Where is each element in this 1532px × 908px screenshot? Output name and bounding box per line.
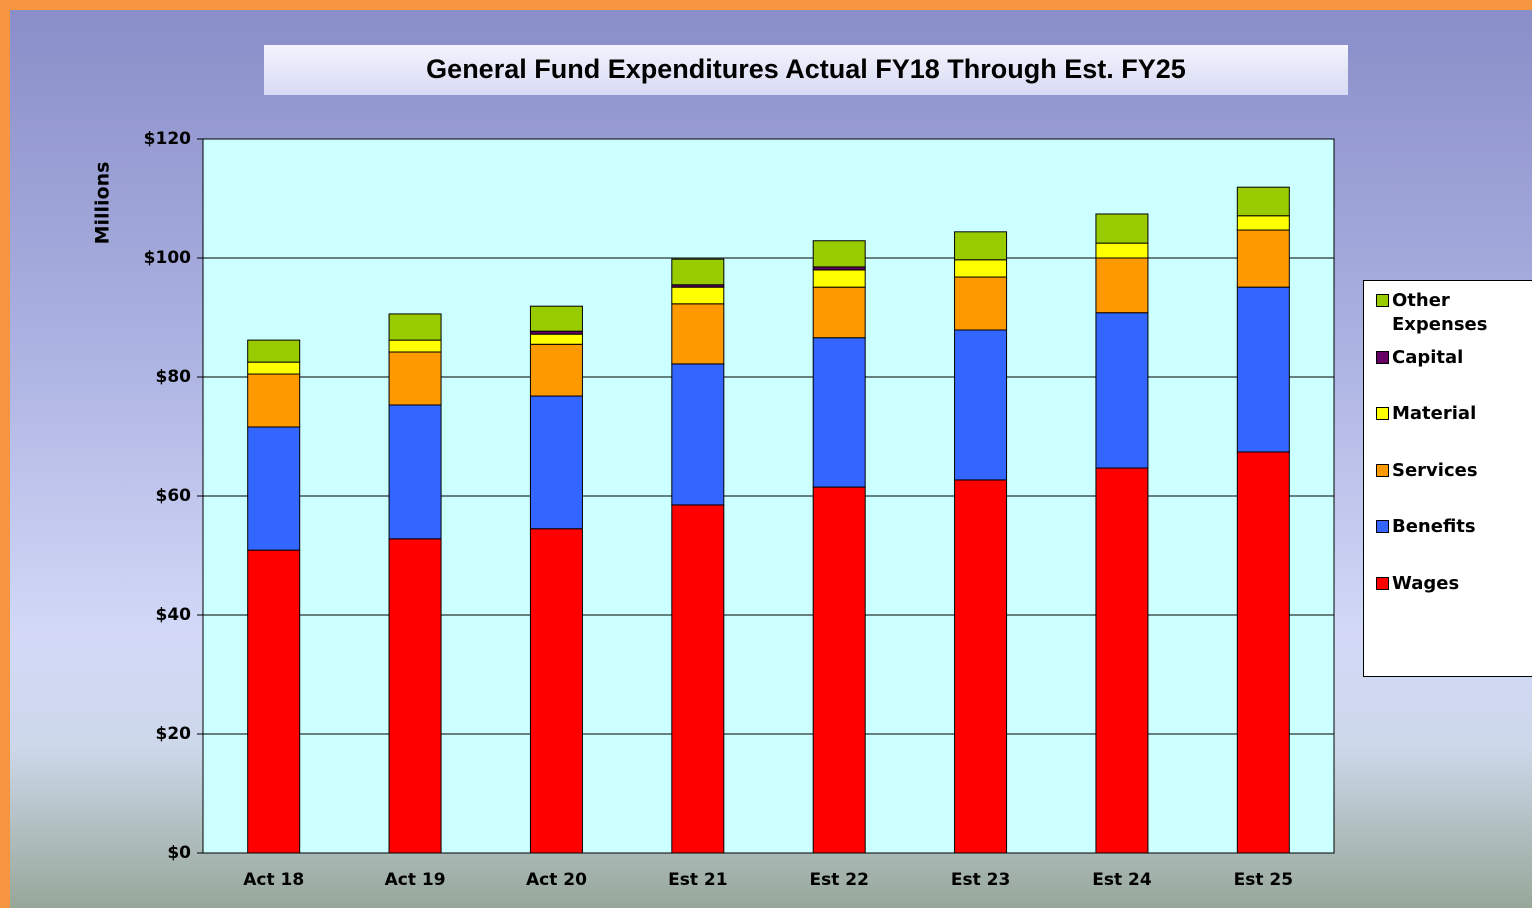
- legend-label: Services: [1392, 459, 1478, 481]
- bar-segment: [529, 395, 583, 530]
- legend-label: Capital: [1392, 346, 1464, 368]
- bar-segment: [671, 303, 725, 365]
- x-tick-label: Act 20: [526, 870, 587, 890]
- bar-segment: [812, 486, 866, 854]
- bar-segment: [812, 337, 866, 488]
- legend-swatch: [1376, 520, 1389, 533]
- bar-segment: [388, 351, 442, 406]
- y-tick-label: $40: [156, 605, 192, 625]
- bar-segment: [812, 286, 866, 339]
- legend-entry: Wages: [1376, 572, 1532, 629]
- y-tick-label: $80: [156, 367, 192, 387]
- bar-segment: [388, 339, 442, 353]
- bar-segment: [671, 504, 725, 854]
- bar-segment: [954, 329, 1008, 481]
- y-tick-label: $100: [144, 248, 191, 268]
- bar-segment: [1236, 229, 1290, 288]
- bar-segment: [247, 373, 301, 428]
- bar-segment: [1236, 451, 1290, 854]
- bar-segment: [954, 276, 1008, 331]
- legend-entry: Benefits: [1376, 515, 1532, 572]
- x-tick-label: Est 22: [809, 870, 868, 890]
- bar-segment: [529, 343, 583, 397]
- bar-segment: [954, 231, 1008, 261]
- bar-segment: [1236, 286, 1290, 453]
- bar-segment: [1095, 257, 1149, 314]
- bar-segment: [671, 286, 725, 305]
- bar-segment: [1236, 215, 1290, 231]
- legend-swatch: [1376, 407, 1389, 420]
- bar-segment: [1236, 186, 1290, 217]
- legend-label: Material: [1392, 403, 1477, 424]
- x-tick-label: Act 18: [243, 870, 304, 890]
- bar-segment: [1095, 312, 1149, 469]
- x-tick-label: Act 19: [385, 870, 446, 890]
- bar-segment: [388, 404, 442, 540]
- y-axis-label: Millions: [92, 162, 114, 245]
- bar-segment: [247, 549, 301, 854]
- chart-title: General Fund Expenditures Actual FY18 Th…: [426, 54, 1186, 84]
- legend-swatch: [1376, 294, 1389, 307]
- legend-entry: Other Expenses: [1376, 289, 1532, 346]
- x-tick-label: Est 21: [668, 870, 727, 890]
- legend-label: Wages: [1392, 572, 1460, 594]
- x-tick-label: Est 23: [951, 870, 1010, 890]
- x-tick-label: Est 24: [1092, 870, 1152, 890]
- y-tick-label: $20: [156, 724, 192, 744]
- bar-segment: [247, 361, 301, 375]
- legend-entry: Services: [1376, 459, 1532, 516]
- legend: Other Expenses Capital Material Services Ben…: [1363, 280, 1532, 677]
- bar-segment: [529, 333, 583, 345]
- x-tick-label: Est 25: [1234, 870, 1293, 890]
- legend-label: Benefits: [1392, 516, 1476, 537]
- bar-segment: [529, 528, 583, 854]
- y-tick-label: $60: [156, 486, 192, 506]
- bar-segment: [671, 258, 725, 286]
- bar-segment: [954, 259, 1008, 278]
- bar-segment: [529, 305, 583, 332]
- bar-segment: [247, 339, 301, 363]
- legend-swatch: [1376, 350, 1389, 364]
- bar-segment: [388, 538, 442, 854]
- bar-segment: [1095, 213, 1149, 244]
- legend-entry: Capital: [1376, 346, 1532, 403]
- bar-segment: [812, 269, 866, 288]
- y-tick-label: $120: [144, 129, 191, 149]
- title-box: [264, 45, 1348, 95]
- bar-segment: [671, 363, 725, 506]
- bar-segment: [1095, 242, 1149, 259]
- bar-segment: [1095, 467, 1149, 854]
- bar-segment: [247, 426, 301, 551]
- bar-segment: [388, 313, 442, 341]
- bar-segment: [812, 240, 866, 268]
- legend-entry: Material: [1376, 402, 1532, 459]
- legend-swatch: [1376, 576, 1389, 590]
- y-tick-label: $0: [167, 843, 191, 863]
- legend-swatch: [1376, 463, 1389, 477]
- legend-label: Other Expenses: [1392, 290, 1488, 335]
- bar-segment: [954, 479, 1008, 854]
